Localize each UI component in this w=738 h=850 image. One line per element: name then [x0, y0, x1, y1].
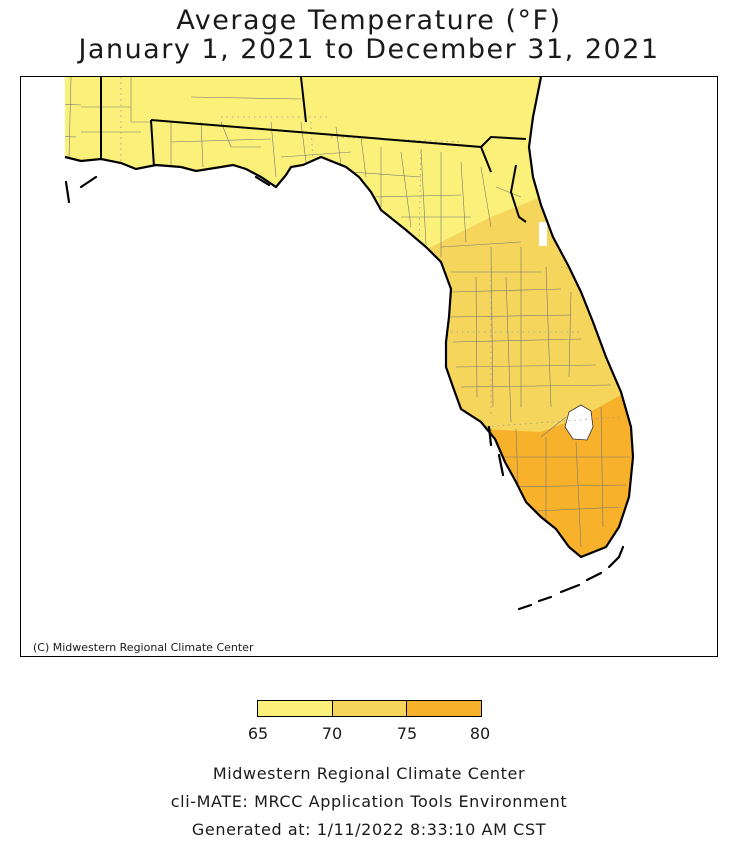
- coastal-notch: [539, 222, 547, 246]
- footer-generated-time: Generated at: 1/11/2022 8:33:10 AM CST: [191, 820, 547, 839]
- zone-75-80: [481, 395, 633, 557]
- map-credit: (C) Midwestern Regional Climate Center: [33, 641, 254, 654]
- footer-tool-name: cli-MATE: MRCC Application Tools Environ…: [170, 792, 568, 811]
- legend-swatch-65-70: [257, 700, 333, 717]
- legend-tick-70: 70: [321, 724, 343, 743]
- legend-tick-75: 75: [396, 724, 418, 743]
- florida-keys: [64, 175, 625, 611]
- st-johns-river: [509, 164, 527, 223]
- map-panel: (C) Midwestern Regional Climate Center: [20, 76, 718, 657]
- lake-okeechobee: [564, 404, 594, 441]
- footer-organization: Midwestern Regional Climate Center: [212, 764, 526, 783]
- legend-swatch-70-75: [331, 700, 408, 717]
- legend-swatch-75-80: [406, 700, 482, 717]
- florida-coastline: [64, 77, 635, 559]
- florida-map: [64, 77, 635, 611]
- state-borders: [100, 77, 527, 173]
- map-date-range: January 1, 2021 to December 31, 2021: [78, 34, 660, 65]
- legend-tick-65: 65: [247, 724, 269, 743]
- legend-tick-80: 80: [469, 724, 491, 743]
- map-title: Average Temperature (°F): [176, 5, 562, 36]
